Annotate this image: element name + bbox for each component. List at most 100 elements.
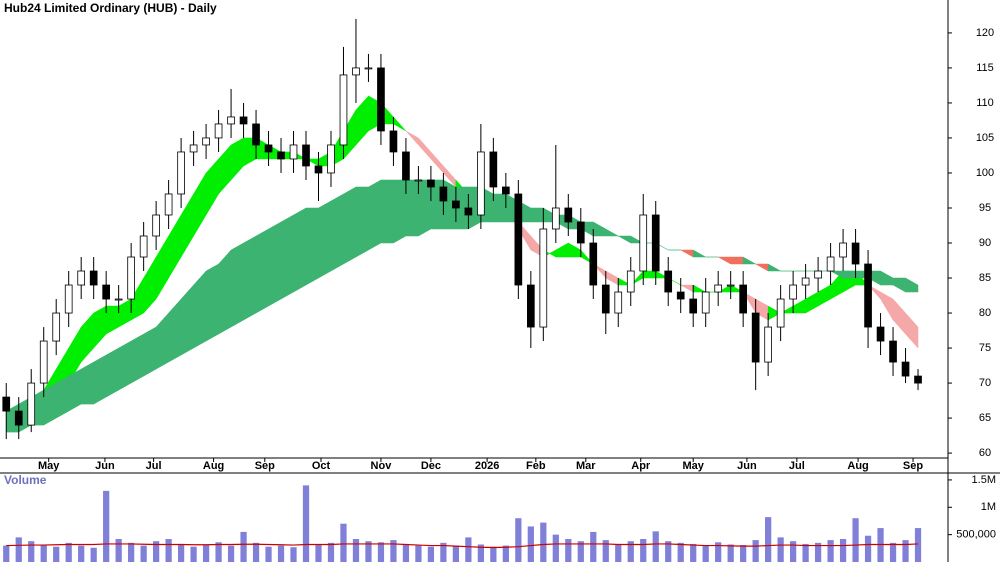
volume-bar — [140, 545, 147, 562]
ribbon-segment — [155, 312, 169, 370]
y-tick-label: 105 — [976, 132, 994, 144]
ribbon-segment — [430, 151, 444, 174]
volume-bar — [515, 518, 522, 562]
volume-bar — [402, 543, 410, 562]
volume-bar — [902, 540, 909, 562]
ribbon-segment — [43, 382, 57, 426]
volume-bar — [128, 542, 135, 562]
candle-body — [876, 326, 885, 342]
candle-body — [502, 186, 510, 195]
ribbon-segment — [118, 340, 132, 391]
volume-bar — [190, 546, 197, 562]
candle-body — [289, 144, 298, 160]
candle-body — [114, 298, 123, 301]
ribbon-segment — [605, 270, 619, 286]
x-tick-label: Feb — [526, 460, 546, 472]
volume-bar — [827, 540, 834, 562]
ribbon-segment — [829, 270, 844, 279]
ribbon-segment — [230, 137, 244, 181]
volume-bar — [277, 545, 285, 562]
candle-body — [851, 242, 860, 265]
ribbon-segment — [493, 193, 507, 223]
candle-body — [714, 284, 723, 293]
candle-body — [302, 144, 310, 167]
volume-bar — [527, 526, 534, 562]
ribbon-segment — [218, 249, 232, 335]
volume-bar — [752, 540, 759, 562]
ribbon-segment — [230, 242, 244, 328]
ribbon-segment — [168, 298, 182, 363]
ribbon-segment — [105, 305, 119, 335]
volume-bar — [864, 535, 872, 562]
ribbon-segment — [380, 179, 394, 244]
candle-body — [651, 214, 660, 272]
volume-bar — [814, 542, 822, 562]
ribbon-segment — [180, 193, 194, 258]
y-tick-label: 1.5M — [972, 474, 996, 486]
ribbon-segment — [143, 256, 157, 314]
x-tick-label: Jun — [95, 460, 115, 472]
candle-body — [901, 361, 910, 377]
ribbon-segment — [792, 298, 806, 314]
volume-bar — [352, 539, 360, 562]
candle-body — [514, 193, 523, 286]
ribbon-segment — [842, 270, 856, 279]
volume-bar — [852, 518, 859, 562]
volume-bar — [377, 542, 385, 562]
ribbon-segment — [905, 312, 919, 349]
ribbon-segment — [617, 235, 632, 244]
ribbon-segment — [218, 144, 232, 195]
candle-body — [352, 67, 360, 76]
candle-body — [227, 116, 235, 125]
y-tick-label: 65 — [979, 412, 991, 424]
candle-body — [689, 298, 698, 314]
volume-bar — [765, 517, 772, 562]
ribbon-segment — [180, 284, 194, 356]
candle-body — [27, 382, 36, 426]
candle-body — [639, 214, 648, 272]
candle-body — [664, 270, 673, 293]
candle-body — [377, 67, 385, 132]
volume-bar — [702, 545, 709, 562]
candle-body — [277, 151, 285, 160]
ribbon-segment — [80, 312, 94, 363]
ribbon-segment — [393, 179, 407, 244]
volume-bar — [727, 544, 734, 562]
candle-body — [464, 207, 473, 216]
volume-bar — [465, 537, 472, 562]
ribbon-segment — [730, 256, 744, 265]
volume-bar — [3, 545, 10, 562]
ribbon-segment — [742, 256, 757, 265]
ribbon-segment — [193, 270, 207, 349]
candle-body — [526, 284, 535, 328]
candle-body — [427, 179, 435, 188]
ribbon-segment — [817, 284, 831, 307]
candle-body — [564, 207, 573, 223]
volume-bar — [540, 522, 547, 562]
ribbon-segment — [892, 277, 906, 293]
ribbon-segment — [130, 333, 144, 384]
candle-body — [327, 144, 335, 174]
candle-body — [764, 326, 772, 363]
ribbon-segment — [318, 200, 332, 279]
ribbon-segment — [754, 263, 769, 272]
x-tick-label: Sep — [903, 460, 923, 472]
ribbon-segment — [692, 284, 707, 293]
y-tick-label: 80 — [979, 307, 991, 319]
ribbon-segment — [343, 186, 357, 265]
x-tick-label: Apr — [631, 460, 651, 472]
candle-body — [2, 396, 11, 412]
candle-body — [77, 270, 86, 286]
volume-panel — [3, 485, 922, 562]
volume-bar — [914, 528, 922, 562]
volume-bar — [427, 546, 435, 562]
ribbon-segment — [143, 326, 157, 377]
ribbon-segment — [555, 242, 569, 258]
volume-bar — [552, 534, 559, 562]
candle-body — [751, 312, 760, 363]
ribbon-segment — [355, 186, 369, 258]
candle-body — [701, 291, 710, 314]
y-tick-label: 115 — [976, 62, 994, 74]
ribbon-segment — [679, 249, 694, 258]
candle-body — [89, 270, 98, 286]
